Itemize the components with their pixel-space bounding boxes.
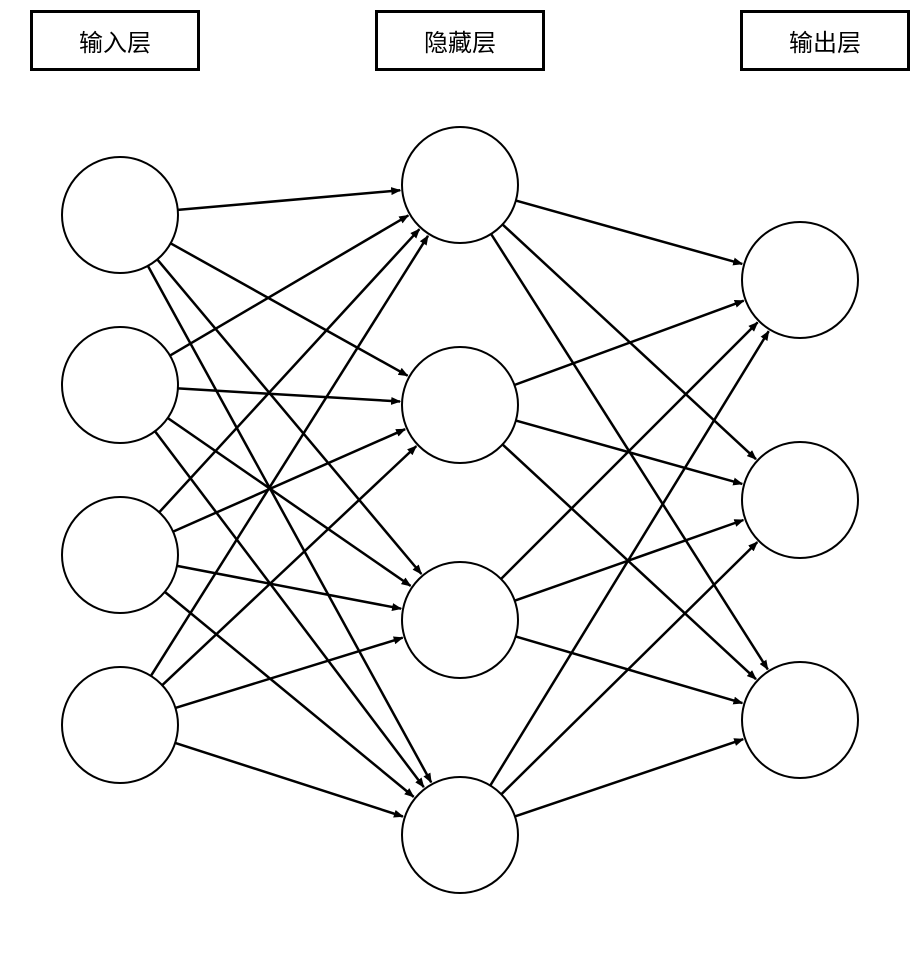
hidden-node: [402, 347, 518, 463]
input-node: [62, 497, 178, 613]
edge: [165, 592, 414, 797]
input-node: [62, 327, 178, 443]
edge: [170, 215, 408, 355]
edge: [162, 446, 416, 685]
edge: [178, 388, 400, 401]
edge: [159, 229, 419, 512]
edge: [155, 431, 424, 787]
edge: [515, 739, 743, 816]
edges-group: [148, 190, 769, 816]
edge: [177, 566, 401, 609]
hidden-node: [402, 777, 518, 893]
edge: [501, 542, 757, 794]
edge: [178, 190, 400, 210]
edge: [175, 638, 402, 708]
edge: [501, 322, 758, 579]
hidden-node: [402, 127, 518, 243]
input-node: [62, 667, 178, 783]
input-node: [62, 157, 178, 273]
edge: [516, 201, 742, 264]
hidden-node: [402, 562, 518, 678]
edge: [157, 259, 421, 574]
neural-network-diagram: [0, 0, 921, 954]
output-node: [742, 442, 858, 558]
edge: [171, 243, 408, 375]
edge: [490, 331, 768, 785]
nodes-group: [62, 127, 858, 893]
output-node: [742, 662, 858, 778]
edge: [175, 743, 403, 817]
output-node: [742, 222, 858, 338]
